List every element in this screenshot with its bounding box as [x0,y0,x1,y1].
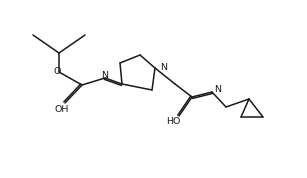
Text: HO: HO [166,117,180,127]
Text: N: N [102,70,108,80]
Text: N: N [160,62,167,72]
Text: OH: OH [55,104,69,114]
Text: O: O [53,67,61,75]
Text: N: N [214,85,221,93]
